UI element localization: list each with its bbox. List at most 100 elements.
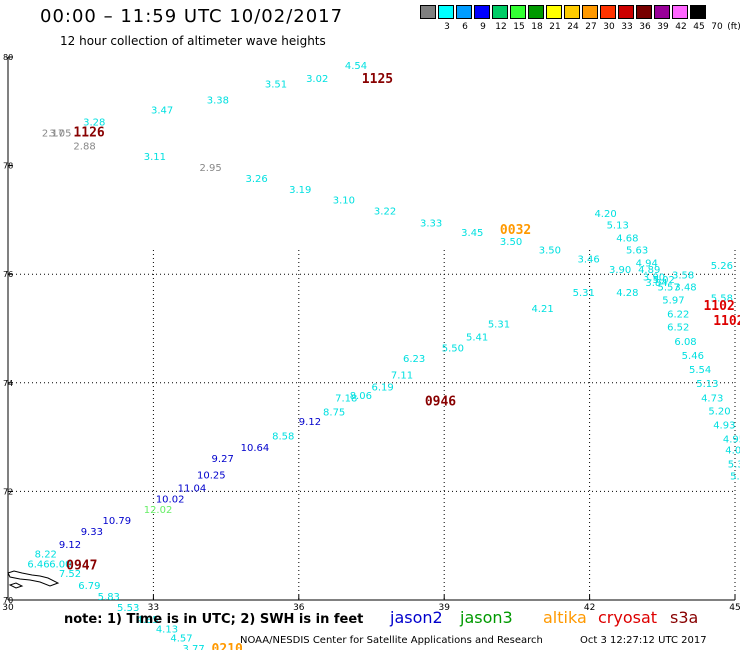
wave-height-value: 3.33	[420, 218, 442, 229]
color-swatch	[420, 5, 436, 19]
color-swatch	[438, 5, 454, 19]
wave-height-value: 8.75	[323, 407, 345, 418]
wave-height-value: 10.02	[156, 494, 185, 505]
wave-height-value: 6.00	[49, 559, 71, 570]
wave-height-value: 4.28	[616, 288, 638, 299]
color-swatch	[600, 5, 616, 19]
wave-height-value: 9.27	[212, 454, 234, 465]
generated-timestamp: Oct 3 12:27:12 UTC 2017	[580, 635, 707, 646]
wave-height-value: 8.58	[272, 431, 294, 442]
x-tick-label: 39	[438, 603, 450, 613]
wave-height-value: 3.02	[306, 74, 328, 85]
wave-height-value: 3.51	[265, 79, 287, 90]
wave-height-value: 2.17	[42, 128, 64, 139]
wave-height-value: 3.90	[609, 265, 631, 276]
color-scale-legend: 3 6 9 12 15 18 21 24 27 30 33 36 39 42 45 70 (ft)	[420, 5, 740, 35]
wave-height-value: 7.18	[335, 393, 357, 404]
wave-height-value: 10.25	[197, 470, 226, 481]
wave-height-value: 9.12	[299, 417, 321, 428]
satellite-legend-jason3: jason3	[460, 608, 513, 627]
chart-title: 00:00 – 11:59 UTC 10/02/2017	[40, 6, 344, 27]
wave-height-value: 4.13	[156, 625, 178, 636]
wave-height-value: 4.68	[616, 234, 638, 245]
units-note: note: 1) Time is in UTC; 2) SWH is in fe…	[64, 612, 364, 627]
pass-time-label: 0946	[425, 395, 456, 410]
wave-height-value: 4.21	[531, 304, 553, 315]
pass-time-label: 0947	[66, 559, 97, 574]
color-scale-label: 33	[621, 22, 633, 32]
chart-subtitle: 12 hour collection of altimeter wave hei…	[60, 34, 326, 48]
wave-height-value: 6.22	[667, 310, 689, 321]
wave-height-value: 5.41	[466, 332, 488, 343]
wave-height-value: 5.63	[626, 246, 648, 257]
wave-height-value: 3.19	[289, 185, 311, 196]
color-scale-label: 36	[639, 22, 651, 32]
wave-height-value: 5.50	[442, 343, 464, 354]
wave-height-value: 3.58	[672, 271, 694, 282]
y-tick-label: 72	[3, 487, 13, 496]
color-scale-label: 39	[657, 22, 669, 32]
color-scale-label: 3	[444, 22, 450, 32]
y-tick-label: 76	[3, 270, 13, 279]
wave-height-value: 6.19	[372, 382, 394, 393]
wave-height-value: 4.89	[638, 265, 660, 276]
color-scale-label: 70	[711, 22, 723, 32]
color-scale-label: 42	[675, 22, 687, 32]
wave-height-labels: 4.54 3.02 3.51 3.38 3.47 3.28 2.173.052.88 3.11…	[27, 61, 740, 650]
grid-lines	[8, 250, 735, 600]
color-swatch	[582, 5, 598, 19]
wave-height-value: 3.46	[577, 254, 599, 265]
wave-height-value: 3.22	[374, 206, 396, 217]
color-swatch	[618, 5, 634, 19]
color-scale-label: 30	[603, 22, 615, 32]
wave-height-value: 4.85	[136, 615, 158, 626]
wave-height-value: 3.90	[643, 273, 665, 284]
color-swatch	[564, 5, 580, 19]
wave-height-value: 3.77	[182, 644, 204, 650]
wave-height-value: 9.12	[59, 540, 81, 551]
x-tick-label: 42	[584, 603, 595, 613]
wave-height-value: 3.28	[83, 117, 105, 128]
wave-height-value: 10.79	[103, 516, 132, 527]
color-swatch	[456, 5, 472, 19]
color-scale-label: 18	[531, 22, 543, 32]
wave-height-value: 4.73	[701, 393, 723, 404]
color-swatch	[636, 5, 652, 19]
pass-time-label: 1126	[73, 125, 104, 140]
wave-height-value: 4.57	[170, 633, 192, 644]
wave-height-value: 5.13	[607, 221, 629, 232]
color-scale-unit: (ft)	[727, 22, 740, 32]
wave-height-value: 5.31	[488, 319, 510, 330]
wave-height-value: 4.20	[594, 209, 616, 220]
wave-height-value: 5.57	[657, 282, 679, 293]
wave-height-value: 3.05	[49, 128, 71, 139]
wave-height-value: 3.26	[245, 174, 267, 185]
pass-time-label: 1102	[703, 299, 734, 314]
wave-height-value: 5.20	[708, 406, 730, 417]
pass-time-label: 1125	[362, 72, 393, 87]
credit-text: NOAA/NESDIS Center for Satellite Applica…	[240, 635, 543, 646]
wave-height-value: 5.97	[662, 296, 684, 307]
wave-height-value: 3.84	[645, 278, 667, 289]
color-swatch	[474, 5, 490, 19]
wave-height-value: 8.22	[35, 550, 57, 561]
wave-height-value: 11.04	[178, 483, 207, 494]
wave-height-value: 9.33	[81, 527, 103, 538]
wave-height-value: 4.93	[713, 420, 735, 431]
wave-height-value: 6.46	[27, 559, 49, 570]
wave-height-value: 4.94	[636, 259, 658, 270]
color-scale-label: 6	[462, 22, 468, 32]
y-tick-label: 70	[3, 596, 13, 605]
satellite-legend-cryosat: cryosat	[598, 608, 658, 627]
wave-height-value: 5.53	[117, 603, 139, 614]
color-swatch	[654, 5, 670, 19]
coastline	[7, 570, 60, 589]
color-scale-label: 15	[513, 22, 525, 32]
color-swatch	[690, 5, 706, 19]
color-scale-label: 21	[549, 22, 561, 32]
wave-height-value: 4.95	[723, 435, 740, 446]
pass-time-labels: 1125 1126 0032 11021102 0946 0947 0210	[66, 72, 740, 650]
color-swatch	[672, 5, 688, 19]
pass-time-label: 1102	[713, 314, 740, 329]
y-tick-label: 74	[3, 379, 13, 388]
